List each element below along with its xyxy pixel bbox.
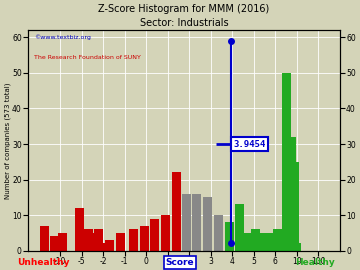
Bar <box>287 137 296 251</box>
Text: Score: Score <box>166 258 194 267</box>
Bar <box>94 229 103 251</box>
Bar <box>290 162 299 251</box>
Bar <box>88 233 97 251</box>
Bar <box>275 233 284 251</box>
Y-axis label: Number of companies (573 total): Number of companies (573 total) <box>4 82 11 199</box>
Bar <box>203 197 212 251</box>
Bar <box>269 233 278 251</box>
Text: The Research Foundation of SUNY: The Research Foundation of SUNY <box>34 55 141 60</box>
Bar <box>50 236 59 251</box>
Bar <box>40 226 49 251</box>
Bar <box>161 215 170 251</box>
Bar <box>214 215 223 251</box>
Bar <box>75 208 84 251</box>
Bar <box>292 244 301 251</box>
Bar <box>97 244 107 251</box>
Bar <box>235 204 244 251</box>
Bar <box>84 229 93 251</box>
Bar <box>252 229 261 251</box>
Text: 3.9454: 3.9454 <box>233 140 266 148</box>
Bar <box>116 233 125 251</box>
Title: Z-Score Histogram for MMM (2016)
Sector: Industrials: Z-Score Histogram for MMM (2016) Sector:… <box>98 4 270 28</box>
Bar <box>260 233 269 251</box>
Bar <box>274 229 283 251</box>
Text: Healthy: Healthy <box>295 258 335 267</box>
Bar <box>105 240 114 251</box>
Bar <box>272 233 281 251</box>
Bar <box>80 233 89 251</box>
Bar <box>181 194 190 251</box>
Bar <box>58 233 67 251</box>
Bar <box>243 233 252 251</box>
Bar <box>150 219 159 251</box>
Bar <box>225 222 234 251</box>
Bar <box>129 229 138 251</box>
Bar <box>277 229 286 251</box>
Text: ©www.textbiz.org: ©www.textbiz.org <box>34 35 91 40</box>
Bar <box>172 173 181 251</box>
Bar <box>282 73 291 251</box>
Bar <box>192 194 201 251</box>
Bar <box>140 226 149 251</box>
Text: Unhealthy: Unhealthy <box>17 258 69 267</box>
